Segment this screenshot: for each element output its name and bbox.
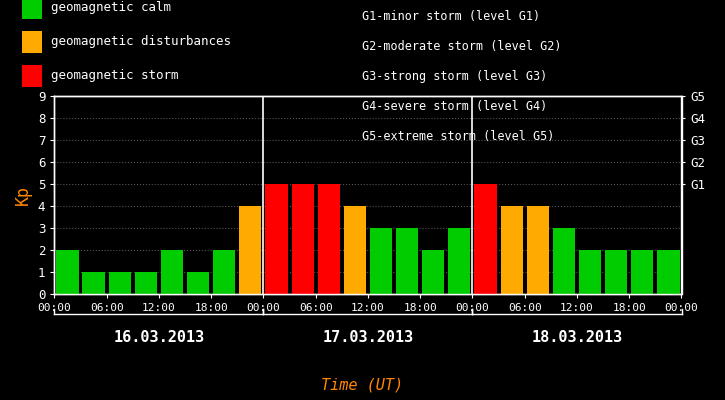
Text: geomagnetic disturbances: geomagnetic disturbances — [51, 36, 231, 48]
Bar — [109, 272, 130, 294]
Bar — [161, 250, 183, 294]
Bar — [213, 250, 236, 294]
Bar — [318, 184, 340, 294]
Bar — [500, 206, 523, 294]
Bar — [526, 206, 549, 294]
Bar — [135, 272, 157, 294]
Bar — [448, 228, 471, 294]
Bar — [579, 250, 601, 294]
Y-axis label: Kp: Kp — [14, 185, 33, 205]
Bar — [57, 250, 78, 294]
Text: G1-minor storm (level G1): G1-minor storm (level G1) — [362, 10, 541, 23]
Bar — [239, 206, 262, 294]
Bar — [291, 184, 314, 294]
Text: 17.03.2013: 17.03.2013 — [323, 330, 413, 346]
Text: G3-strong storm (level G3): G3-strong storm (level G3) — [362, 70, 548, 83]
Text: geomagnetic calm: geomagnetic calm — [51, 2, 171, 14]
Bar — [187, 272, 210, 294]
Bar — [631, 250, 653, 294]
Bar — [344, 206, 366, 294]
Bar — [422, 250, 444, 294]
Bar — [605, 250, 627, 294]
Text: G4-severe storm (level G4): G4-severe storm (level G4) — [362, 100, 548, 113]
Bar — [396, 228, 418, 294]
Text: 16.03.2013: 16.03.2013 — [113, 330, 204, 346]
Bar — [658, 250, 679, 294]
Bar — [474, 184, 497, 294]
Bar — [552, 228, 575, 294]
Text: 18.03.2013: 18.03.2013 — [531, 330, 623, 346]
Text: Time (UT): Time (UT) — [321, 377, 404, 392]
Bar — [265, 184, 288, 294]
Text: G2-moderate storm (level G2): G2-moderate storm (level G2) — [362, 40, 562, 53]
Bar — [83, 272, 104, 294]
Bar — [370, 228, 392, 294]
Text: G5-extreme storm (level G5): G5-extreme storm (level G5) — [362, 130, 555, 143]
Text: geomagnetic storm: geomagnetic storm — [51, 70, 178, 82]
